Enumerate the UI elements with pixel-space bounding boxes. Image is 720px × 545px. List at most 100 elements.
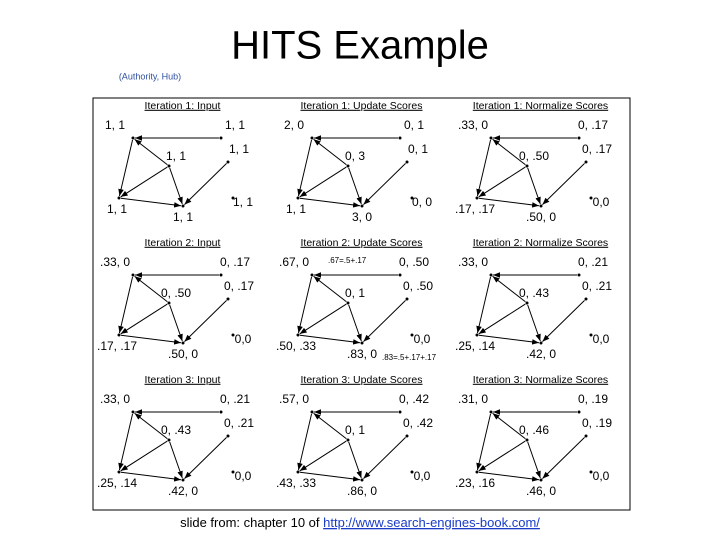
node-label: 1, 1 xyxy=(166,149,186,163)
node xyxy=(181,478,185,482)
node xyxy=(539,341,543,345)
node-label: 0, .43 xyxy=(161,423,191,437)
node xyxy=(584,434,588,438)
node xyxy=(346,164,350,168)
node-label: 0, 1 xyxy=(404,118,424,132)
node-label: 0, .19 xyxy=(578,392,608,406)
node xyxy=(360,204,364,208)
edge xyxy=(363,300,406,342)
node-label: 0, .17 xyxy=(582,142,612,156)
node-label: .46, 0 xyxy=(526,484,556,498)
node-label: .25, .14 xyxy=(97,476,137,490)
edge xyxy=(478,440,526,472)
node xyxy=(231,333,235,337)
frame xyxy=(92,97,631,511)
edge xyxy=(134,275,168,303)
edge xyxy=(348,441,362,479)
node xyxy=(117,470,121,474)
node-label: .33, 0 xyxy=(458,118,488,132)
edge xyxy=(120,471,182,482)
node xyxy=(181,341,185,345)
node xyxy=(167,438,171,442)
edge xyxy=(169,304,183,342)
panel-title: Iteration 3: Normalize Scores xyxy=(473,374,608,386)
panel-title: Iteration 2: Input xyxy=(145,237,221,249)
edge xyxy=(120,334,182,345)
node-label: 0, .46 xyxy=(519,423,549,437)
edge xyxy=(297,413,313,471)
footer: slide from: chapter 10 of http://www.sea… xyxy=(180,515,540,530)
node-label: .31, 0 xyxy=(458,392,488,406)
node xyxy=(360,478,364,482)
edge xyxy=(478,197,540,208)
node-label: .50, 0 xyxy=(526,210,556,224)
panel-title: Iteration 2: Normalize Scores xyxy=(473,237,608,249)
node-label: .86, 0 xyxy=(347,484,377,498)
edge xyxy=(297,276,313,334)
edge xyxy=(476,413,492,471)
edge xyxy=(120,166,168,198)
node-label: 0, .21 xyxy=(224,416,254,430)
node-label: .17, .17 xyxy=(97,339,137,353)
node-label: 0, 3 xyxy=(345,149,365,163)
title: HITS Example xyxy=(231,24,489,68)
node xyxy=(117,196,121,200)
node xyxy=(475,196,479,200)
node xyxy=(539,478,543,482)
edge xyxy=(313,275,347,303)
node xyxy=(131,136,135,140)
edge xyxy=(134,138,168,166)
node-label: 1, 1 xyxy=(173,210,193,224)
node xyxy=(589,333,593,337)
node xyxy=(296,333,300,337)
node xyxy=(525,301,529,305)
footer-link[interactable]: http://www.search-engines-book.com/ xyxy=(323,515,540,530)
edge xyxy=(134,412,168,440)
legend-note: (Authority, Hub) xyxy=(119,71,181,81)
node-label: .42, 0 xyxy=(168,484,198,498)
node xyxy=(584,160,588,164)
panel-title: Iteration 1: Input xyxy=(145,100,221,112)
node xyxy=(577,410,581,414)
edge xyxy=(476,139,492,197)
node-label: 1, 1 xyxy=(225,118,245,132)
node-label: 0,0 xyxy=(593,469,610,483)
node xyxy=(310,136,314,140)
node-label: .25, .14 xyxy=(455,339,495,353)
edge xyxy=(363,163,406,205)
edge xyxy=(492,275,526,303)
edge xyxy=(118,413,134,471)
edge xyxy=(313,138,347,166)
node xyxy=(405,160,409,164)
node-label: 0, .17 xyxy=(224,279,254,293)
node xyxy=(131,273,135,277)
node-label: 0,0 xyxy=(414,332,431,346)
node xyxy=(589,196,593,200)
edge xyxy=(478,334,540,345)
edge xyxy=(492,138,526,166)
node-label: 0,0 xyxy=(593,195,610,209)
edge xyxy=(118,139,134,197)
node xyxy=(577,136,581,140)
node-label: .17, .17 xyxy=(455,202,495,216)
node xyxy=(584,297,588,301)
edge xyxy=(527,304,541,342)
node xyxy=(181,204,185,208)
node-label: 0, .19 xyxy=(582,416,612,430)
node xyxy=(219,273,223,277)
node xyxy=(398,136,402,140)
edge xyxy=(478,471,540,482)
edge xyxy=(363,437,406,479)
edge xyxy=(527,167,541,205)
node-label: 2, 0 xyxy=(284,118,304,132)
node-label: 0, .21 xyxy=(582,279,612,293)
node-label: 0, .50 xyxy=(161,286,191,300)
node-label: .43, .33 xyxy=(276,476,316,490)
node-label: 1, 1 xyxy=(105,118,125,132)
edge xyxy=(184,437,227,479)
node-label: .33, 0 xyxy=(100,392,130,406)
node xyxy=(525,164,529,168)
node xyxy=(296,470,300,474)
edge xyxy=(478,166,526,198)
